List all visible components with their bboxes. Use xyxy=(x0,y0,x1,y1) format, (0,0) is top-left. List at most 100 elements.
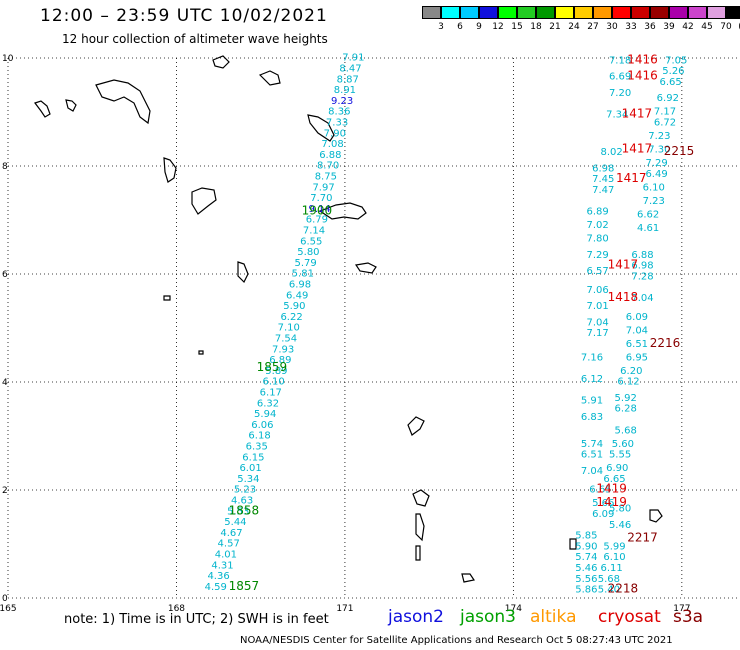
wave-height-label: 6.65 xyxy=(603,474,625,485)
wave-height-label: 5.86 xyxy=(575,585,597,596)
page-subtitle: 12 hour collection of altimeter wave hei… xyxy=(62,32,328,46)
wave-height-label: 9.14 xyxy=(309,204,331,215)
coastline-layer xyxy=(34,55,663,583)
wave-height-label: 7.17 xyxy=(654,107,676,118)
wave-height-label: 5.74 xyxy=(581,439,603,450)
colorbar-label: 36 xyxy=(644,22,656,32)
wave-height-label: 7.02 xyxy=(586,220,608,231)
time-label: 1857 xyxy=(229,579,260,593)
wave-height-label: 6.09 xyxy=(592,509,614,520)
wave-height-label: 6.98 xyxy=(592,163,614,174)
island-shape xyxy=(258,70,281,86)
island-shape xyxy=(354,262,377,274)
wave-height-label: 6.51 xyxy=(581,450,603,461)
wave-height-label: 5.66 xyxy=(592,498,614,509)
island-shape xyxy=(415,513,425,542)
wave-height-label: 7.90 xyxy=(324,128,346,139)
wave-height-label: 7.30 xyxy=(648,145,670,156)
wave-height-label: 7.14 xyxy=(303,226,325,237)
colorbar-label: 27 xyxy=(587,22,599,32)
wave-height-label: 8.87 xyxy=(337,74,359,85)
wave-height-label: 7.23 xyxy=(643,196,665,207)
wave-height-label: 7.04 xyxy=(586,317,608,328)
wave-height-label: 7.04 xyxy=(631,293,653,304)
colorbar-swatch xyxy=(631,6,650,19)
colorbar-swatch xyxy=(498,6,517,19)
time-label: 1900 xyxy=(302,204,333,218)
wave-height-label: 7.97 xyxy=(312,182,334,193)
wave-height-label: 7.16 xyxy=(581,352,603,363)
wave-height-label: 7.18 xyxy=(609,55,631,66)
wave-height-label: 6.98 xyxy=(631,261,653,272)
wave-height-label: 6.01 xyxy=(239,463,261,474)
credit-text: NOAA/NESDIS Center for Satellite Applica… xyxy=(240,635,673,646)
colorbar-label: 21 xyxy=(549,22,561,32)
island-shape xyxy=(461,573,475,583)
island-shape xyxy=(415,545,421,561)
time-label: 1417 xyxy=(608,258,639,272)
wave-height-label: 7.91 xyxy=(342,53,364,64)
colorbar-swatch xyxy=(536,6,555,19)
colorbar-label: 6 xyxy=(457,22,463,32)
colorbar-label: 45 xyxy=(701,22,713,32)
wave-height-label: 5.40 xyxy=(598,585,620,596)
wave-height-label: 7.34 xyxy=(606,109,628,120)
y-tick-label: 8 xyxy=(2,162,8,172)
wave-height-label: 4.31 xyxy=(211,560,233,571)
wave-height-label: 7.17 xyxy=(586,328,608,339)
colorbar-swatch xyxy=(650,6,669,19)
colorbar-label: 12 xyxy=(492,22,504,32)
island-shape xyxy=(569,538,577,550)
wave-height-label: 5.46 xyxy=(575,563,597,574)
x-tick-label: 168 xyxy=(168,604,185,614)
wave-height-label: 9.23 xyxy=(331,96,353,107)
wave-height-label: 6.22 xyxy=(280,312,302,323)
time-label: 1859 xyxy=(257,360,288,374)
wave-height-label: 6.89 xyxy=(269,355,291,366)
data-marks: 4.594.364.314.014.574.675.445.534.635.23… xyxy=(205,52,695,595)
wave-height-label: 4.61 xyxy=(637,223,659,234)
wave-height-label: 7.45 xyxy=(592,174,614,185)
wave-height-label: 5.91 xyxy=(581,396,603,407)
colorbar-label: 18 xyxy=(530,22,542,32)
colorbar-swatch xyxy=(593,6,612,19)
wave-height-label: 7.05 xyxy=(665,55,687,66)
wave-height-label: 8.02 xyxy=(601,147,623,158)
island-shape xyxy=(95,79,151,125)
wave-height-label: 6.11 xyxy=(601,563,623,574)
time-label: 1419 xyxy=(596,495,627,509)
x-tick-label: 165 xyxy=(0,604,17,614)
island-shape xyxy=(307,114,335,142)
island-shape xyxy=(191,187,217,215)
colorbar-label: 42 xyxy=(682,22,694,32)
time-label: 2218 xyxy=(608,582,639,596)
colorbar-swatch xyxy=(574,6,593,19)
colorbar-swatch xyxy=(479,6,498,19)
colorbar-label: 30 xyxy=(606,22,618,32)
wave-height-label: 6.20 xyxy=(620,366,642,377)
wave-height-label: 6.90 xyxy=(606,463,628,474)
wave-height-label: 6.15 xyxy=(242,452,264,463)
wave-height-label: 6.49 xyxy=(645,169,667,180)
wave-height-label: 6.95 xyxy=(626,352,648,363)
wave-height-label: 7.23 xyxy=(648,131,670,142)
time-label: 1418 xyxy=(608,290,639,304)
wave-height-label: 6.83 xyxy=(581,412,603,423)
wave-height-label: 4.01 xyxy=(215,550,237,561)
wave-height-label: 5.44 xyxy=(224,517,246,528)
colorbar-swatch xyxy=(517,6,536,19)
wave-height-label: 6.55 xyxy=(300,236,322,247)
y-tick-label: 0 xyxy=(2,594,8,604)
wave-height-label: 5.80 xyxy=(609,504,631,515)
y-tick-label: 2 xyxy=(2,486,8,496)
wave-height-label: 7.20 xyxy=(609,88,631,99)
wave-height-label: 6.12 xyxy=(581,374,603,385)
wave-height-label: 4.63 xyxy=(231,496,253,507)
colorbar-label: 39 xyxy=(663,22,675,32)
colorbar-swatch xyxy=(726,6,740,19)
colorbar-label: 9 xyxy=(476,22,482,32)
wave-height-label: 7.29 xyxy=(586,250,608,261)
island-shape xyxy=(237,261,249,284)
wave-height-label: 6.65 xyxy=(589,485,611,496)
wave-height-label: 4.57 xyxy=(218,539,240,550)
